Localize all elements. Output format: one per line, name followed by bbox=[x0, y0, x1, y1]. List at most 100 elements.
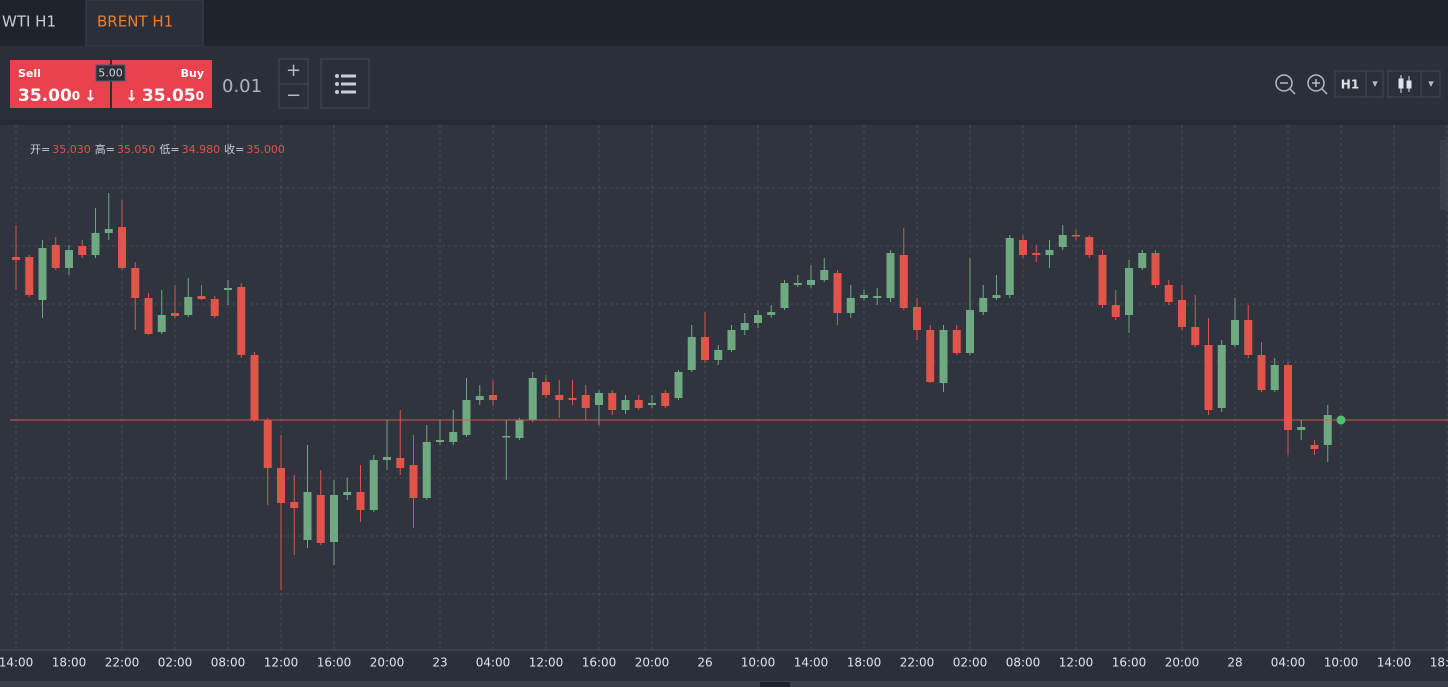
candle-body bbox=[290, 502, 299, 508]
candle-body bbox=[515, 420, 524, 438]
candle-body bbox=[542, 382, 550, 395]
legend-label: 开= bbox=[30, 143, 50, 156]
candle-body bbox=[568, 398, 577, 400]
candle-body bbox=[1204, 345, 1213, 410]
candle-body bbox=[846, 298, 855, 313]
candle-body bbox=[979, 298, 988, 312]
dropdown-arrow: ▾ bbox=[1428, 77, 1434, 90]
menu-button[interactable] bbox=[320, 58, 370, 109]
candle-body bbox=[1151, 253, 1160, 285]
candle-body bbox=[263, 420, 272, 468]
candle-body bbox=[1257, 355, 1266, 390]
minus-button[interactable]: − bbox=[286, 85, 301, 106]
x-tick-label: 22:00 bbox=[105, 656, 140, 670]
candle-body bbox=[356, 492, 365, 510]
candle-body bbox=[210, 299, 219, 316]
timeframe-select[interactable] bbox=[1334, 70, 1384, 98]
candle-body bbox=[767, 312, 776, 315]
timeframe: H1 bbox=[1341, 78, 1359, 92]
candle-body bbox=[1085, 237, 1094, 255]
candle-body bbox=[634, 400, 643, 408]
candle-body bbox=[489, 395, 497, 400]
candle-body bbox=[65, 250, 73, 268]
candle-body bbox=[383, 457, 391, 460]
legend-value: 34.980 bbox=[182, 143, 221, 156]
x-tick-label: 20:00 bbox=[635, 656, 670, 670]
candle-body bbox=[754, 315, 762, 323]
candle-body bbox=[38, 248, 47, 300]
candle-body bbox=[1270, 365, 1279, 390]
x-tick-label: 14:00 bbox=[0, 656, 33, 670]
candle-body bbox=[1019, 240, 1027, 255]
candle-body bbox=[25, 257, 34, 295]
candle-body bbox=[833, 273, 842, 313]
scroll-handle[interactable] bbox=[760, 682, 790, 687]
candle-body bbox=[913, 307, 921, 330]
tab[interactable] bbox=[0, 0, 86, 46]
candle-body bbox=[51, 245, 60, 268]
candle-body bbox=[1244, 320, 1253, 355]
candle-body bbox=[449, 432, 458, 442]
candle-body bbox=[78, 246, 87, 255]
x-tick-label: 14:00 bbox=[794, 656, 829, 670]
plot bbox=[10, 125, 1448, 650]
buy-price: ↓ 35.050 bbox=[125, 86, 204, 106]
candle-body bbox=[807, 280, 815, 285]
candle-body bbox=[899, 255, 908, 308]
candle-body bbox=[303, 492, 312, 540]
candle-body bbox=[661, 393, 670, 406]
candle-body bbox=[131, 268, 140, 298]
x-tick-label: 08:00 bbox=[1006, 656, 1041, 670]
candle-body bbox=[91, 233, 100, 255]
candle-body bbox=[330, 495, 338, 542]
candle-body bbox=[1045, 250, 1054, 255]
sell-price: 35.000 ↓ bbox=[18, 86, 97, 106]
plus-button[interactable]: + bbox=[286, 60, 301, 81]
candle-body bbox=[502, 436, 511, 438]
candle-body bbox=[939, 330, 948, 383]
buy-button[interactable] bbox=[112, 60, 212, 108]
zoom-in[interactable] bbox=[1307, 74, 1328, 95]
candle-body bbox=[144, 298, 153, 334]
candle-body bbox=[171, 313, 179, 316]
last-price-dot bbox=[1336, 415, 1346, 425]
legend-label: 高= bbox=[95, 142, 115, 156]
tab-bar bbox=[0, 0, 1448, 46]
sell-label: Sell bbox=[18, 67, 41, 80]
candle-body bbox=[780, 283, 789, 308]
quantity[interactable]: 0.01 bbox=[222, 76, 262, 97]
legend-label: 收= bbox=[224, 142, 244, 156]
candle-body bbox=[277, 468, 285, 503]
candle-body bbox=[1058, 235, 1067, 247]
x-tick-label: 28 bbox=[1227, 656, 1242, 670]
chart-type-select[interactable] bbox=[1387, 70, 1441, 98]
zoom-out[interactable] bbox=[1275, 74, 1296, 95]
list-icon bbox=[335, 74, 356, 94]
candle-body bbox=[860, 295, 868, 298]
candle-body bbox=[1125, 268, 1133, 315]
candle-body bbox=[250, 355, 259, 420]
candle-icon bbox=[1398, 75, 1412, 93]
candle-body bbox=[674, 372, 683, 398]
candle-body bbox=[224, 288, 232, 290]
candle-body bbox=[555, 395, 564, 400]
candle-body bbox=[873, 296, 882, 298]
candle-body bbox=[316, 495, 325, 543]
candle-body bbox=[886, 253, 895, 298]
x-tick-label: 12:00 bbox=[264, 656, 299, 670]
side-handle[interactable] bbox=[1440, 140, 1448, 210]
x-tick-label: 10:00 bbox=[741, 656, 776, 670]
sell-button[interactable] bbox=[10, 60, 110, 108]
legend-label: 低= bbox=[159, 143, 179, 156]
candle-body bbox=[118, 227, 126, 268]
x-tick-label: 10:00 bbox=[1324, 656, 1359, 670]
candle-body bbox=[1178, 300, 1186, 327]
x-tick-label: 23 bbox=[432, 656, 447, 670]
x-tick-label: 14:00 bbox=[1377, 656, 1412, 670]
candle-body bbox=[184, 297, 193, 315]
x-tick-label: 16:00 bbox=[1112, 656, 1147, 670]
tab-active[interactable] bbox=[85, 0, 204, 47]
ohlc-legend: 开= 35.030 高= 35.050 低= 34.980 收= 35.000 bbox=[30, 142, 285, 156]
candle-body bbox=[1111, 305, 1120, 317]
